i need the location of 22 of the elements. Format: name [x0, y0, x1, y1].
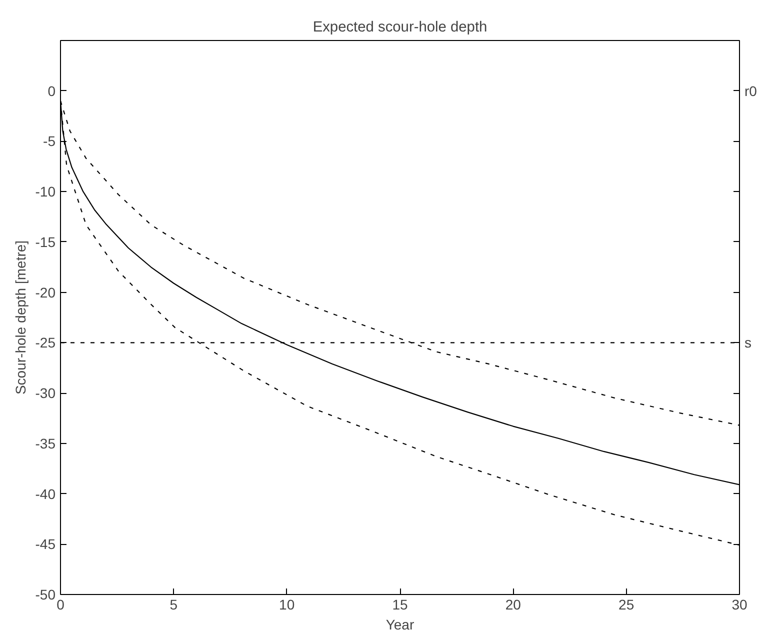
- x-axis-title: Year: [386, 616, 414, 632]
- x-tick-label: 30: [732, 596, 748, 612]
- ref-line-label: s: [744, 334, 752, 351]
- y-tick-label: 0: [48, 82, 56, 99]
- y-tick-label: -30: [35, 385, 56, 402]
- y-axis-title: Scour-hole depth [metre]: [12, 240, 28, 395]
- y-tick-label: -20: [35, 284, 56, 300]
- y-tick-label: -25: [35, 334, 56, 351]
- y-tick-label: -50: [35, 586, 56, 602]
- x-tick-label: 20: [505, 596, 522, 612]
- x-tick-label: 5: [170, 596, 178, 612]
- chart-title: Expected scour-hole depth: [312, 20, 488, 36]
- y-tick-label: -40: [35, 486, 56, 502]
- y-tick-label: -15: [35, 234, 56, 250]
- x-tick-label: 15: [392, 596, 408, 612]
- x-tick-label: 10: [279, 596, 295, 612]
- y-tick-label: -5: [43, 133, 56, 150]
- text: r0: [744, 82, 758, 99]
- y-tick-label: -45: [35, 536, 56, 552]
- x-tick-label: 25: [618, 596, 634, 612]
- y-tick-label: -35: [35, 435, 56, 452]
- y-tick-label: -10: [35, 184, 56, 200]
